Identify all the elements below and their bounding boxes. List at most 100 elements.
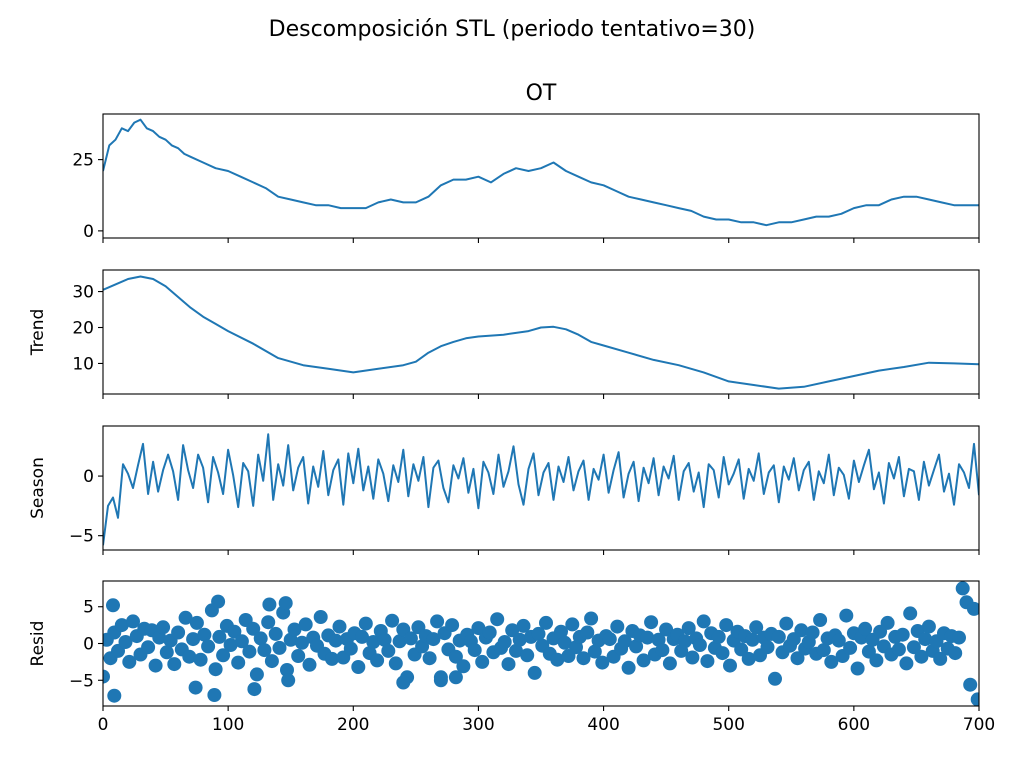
resid-point [760, 640, 775, 655]
resid-point [278, 596, 293, 611]
resid-point [242, 644, 257, 659]
resid-point [813, 613, 828, 627]
resid-point [741, 651, 756, 666]
resid-point [471, 621, 486, 636]
resid-point [677, 634, 692, 649]
panel-ot-frame [102, 113, 980, 239]
resid-point [456, 659, 471, 674]
resid-point [234, 634, 249, 649]
resid-point [895, 627, 910, 642]
resid-point [610, 619, 625, 634]
resid-point [662, 656, 677, 671]
resid-point [328, 633, 343, 648]
x-tick-label: 100 [212, 715, 244, 735]
resid-point [715, 646, 730, 661]
resid-point [208, 662, 223, 677]
resid-point [779, 616, 794, 631]
resid-point [355, 629, 369, 644]
resid-point [970, 692, 979, 706]
resid-point [197, 627, 212, 642]
trend-y-tick-label: 20 [72, 319, 94, 339]
resid-point [287, 622, 302, 637]
resid-point [103, 669, 110, 684]
resid-point [186, 632, 201, 647]
resid-point [640, 630, 655, 645]
resid-point [963, 677, 978, 692]
resid-point [629, 639, 644, 654]
resid-point [426, 632, 441, 647]
resid-point [685, 650, 700, 665]
resid-point [207, 688, 222, 702]
resid-point [509, 643, 523, 658]
resid-point [433, 670, 448, 685]
panel-ot: 0 25 OT [72, 81, 980, 243]
resid-point [933, 651, 948, 666]
resid-point [156, 620, 171, 635]
resid-point [253, 631, 268, 646]
panel-season-frame [102, 425, 980, 551]
resid-point [681, 621, 696, 636]
resid-point [381, 643, 396, 658]
resid-point [576, 651, 591, 666]
resid-point [448, 649, 463, 664]
resid-point [557, 635, 572, 650]
resid-point [906, 640, 921, 655]
resid-point [899, 656, 914, 671]
resid-point [257, 643, 272, 658]
resid-y-tick-label: 0 [83, 635, 94, 655]
season-series-line [103, 433, 979, 546]
x-tick-label: 600 [838, 715, 870, 735]
resid-point [531, 626, 546, 641]
resid-point [302, 657, 317, 672]
resid-y-tick-label: 5 [83, 598, 94, 618]
resid-point [617, 634, 632, 649]
resid-point [565, 617, 580, 632]
resid-point [903, 606, 918, 621]
resid-point [831, 633, 846, 648]
resid-point [343, 641, 358, 656]
resid-point [539, 615, 553, 630]
resid-point [118, 635, 133, 649]
resid-point [126, 614, 140, 629]
resid-point [790, 651, 805, 666]
resid-point [106, 598, 120, 613]
resid-point [370, 653, 385, 668]
x-tick-label: 200 [337, 715, 369, 735]
ot-y-tick-label: 0 [83, 222, 94, 242]
resid-point [385, 613, 400, 628]
x-tick-label: 400 [587, 715, 619, 735]
resid-point [692, 638, 707, 652]
resid-point [584, 611, 599, 626]
panel-trend-frame [102, 269, 980, 395]
resid-point [467, 643, 482, 658]
x-tick-label: 300 [462, 715, 494, 735]
resid-point [247, 682, 262, 697]
trend-series-line [103, 275, 979, 390]
resid-point [914, 649, 929, 664]
panel-resid-ylabel: Resid [28, 621, 48, 667]
resid-point [313, 610, 328, 624]
resid-point [880, 615, 895, 630]
resid-point [602, 632, 617, 647]
x-tick-label: 700 [963, 715, 995, 735]
resid-point [107, 688, 122, 703]
resid-point [396, 675, 411, 690]
resid-point [749, 620, 764, 635]
resid-point [211, 594, 226, 609]
resid-point [358, 616, 373, 631]
resid-point [178, 610, 193, 625]
resid-point [216, 648, 231, 663]
resid-point [550, 652, 565, 667]
resid-point [388, 656, 403, 671]
resid-point [430, 614, 445, 629]
resid-point [482, 625, 497, 640]
resid-point [700, 654, 715, 669]
resid-point [475, 654, 490, 669]
resid-point [227, 624, 242, 639]
resid-point [231, 655, 246, 670]
resid-point [249, 667, 264, 682]
figure-suptitle: Descomposición STL (periodo tentativo=30… [269, 17, 756, 42]
resid-point [921, 619, 936, 634]
